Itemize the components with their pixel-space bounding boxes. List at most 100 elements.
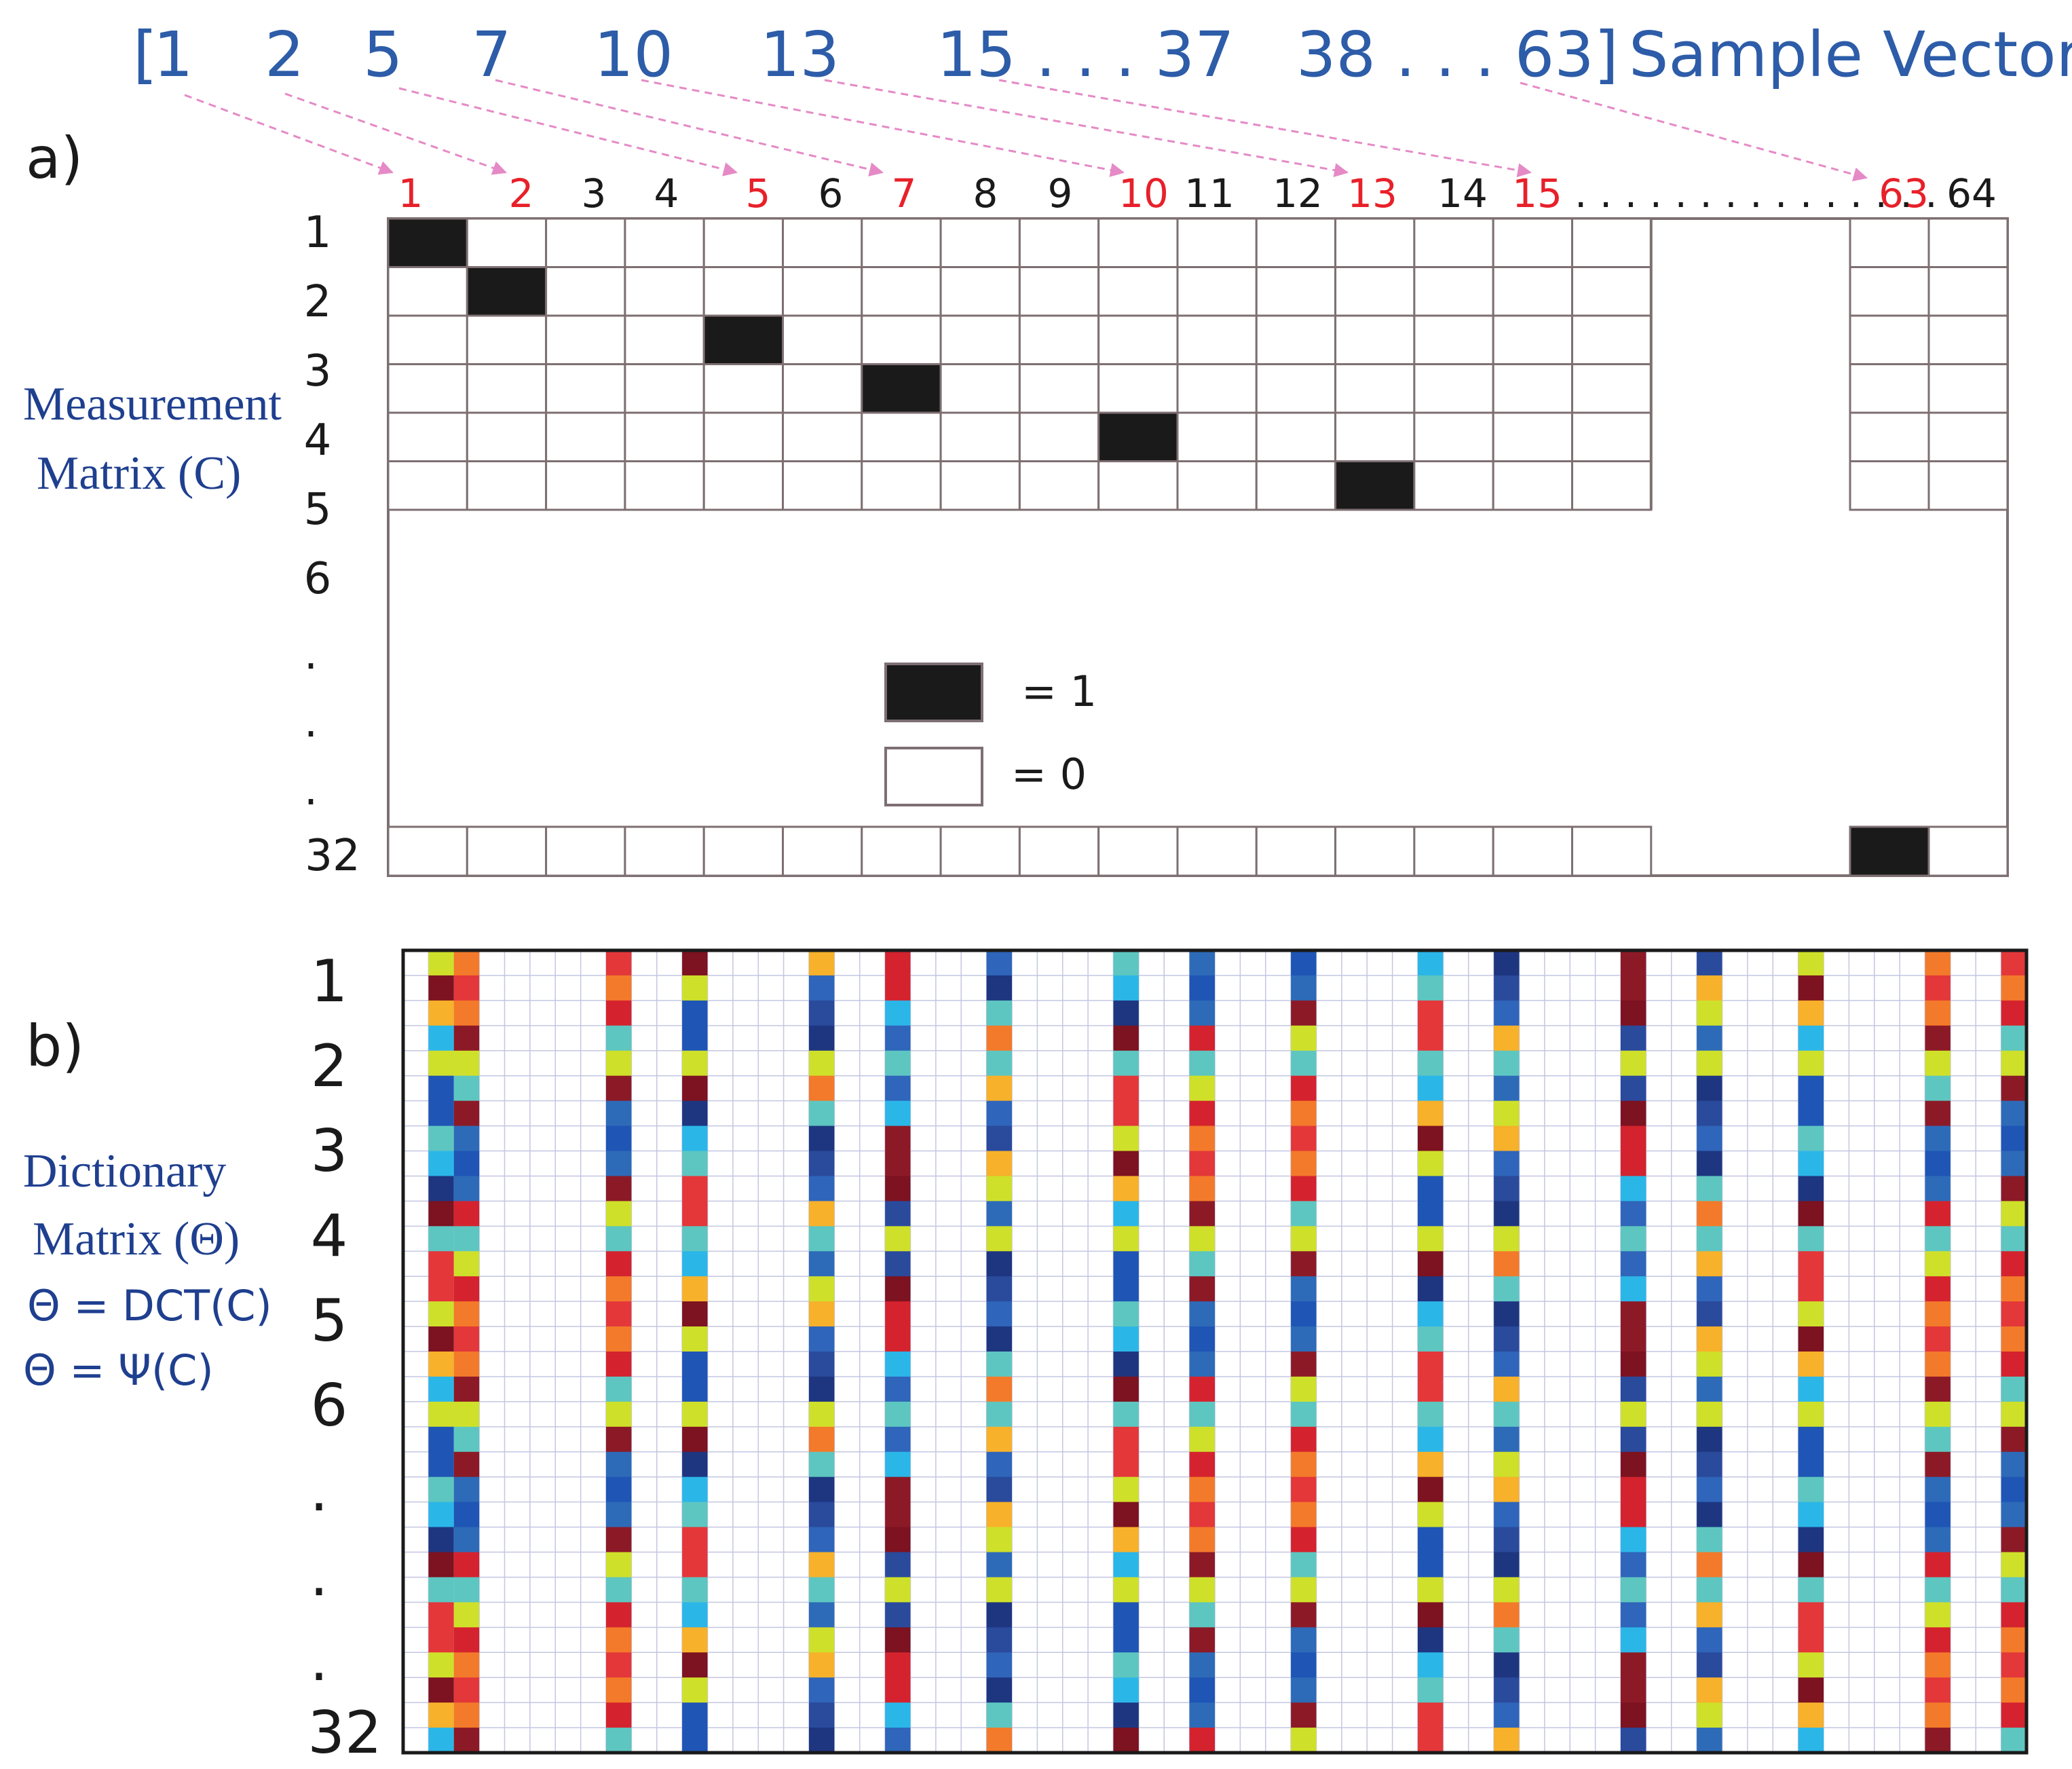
dictionary-cell — [682, 1125, 708, 1151]
dictionary-cell — [1494, 975, 1520, 1001]
dictionary-cell — [428, 1276, 454, 1302]
dictionary-cell — [885, 1100, 911, 1127]
matrix-zero-cell — [939, 411, 1021, 462]
dictionary-cell — [453, 1677, 480, 1703]
dictionary-cell — [986, 1627, 1012, 1653]
dictionary-cell — [2001, 1502, 2027, 1528]
dictionary-cell — [1189, 1326, 1215, 1352]
dictionary-cell — [1494, 1125, 1520, 1151]
matrix-one-cell — [1849, 825, 1930, 877]
matrix-zero-cell — [1927, 460, 2009, 511]
dictionary-cell — [682, 1352, 708, 1377]
dictionary-cell — [1113, 1125, 1139, 1151]
matrix-zero-cell — [1571, 460, 1653, 511]
dictionary-cell — [2001, 1476, 2027, 1503]
dictionary-cell — [1697, 1050, 1722, 1077]
dictionary-cell — [1494, 1451, 1520, 1478]
dictionary-cell — [1418, 1201, 1444, 1227]
dictionary-cell — [1113, 1502, 1139, 1528]
dictionary-cell — [1697, 1100, 1722, 1127]
dictionary-cell — [986, 975, 1012, 1001]
dictionary-cell — [809, 1000, 835, 1026]
dictionary-cell — [1113, 1276, 1139, 1302]
dictionary-cell — [1189, 1652, 1215, 1678]
dictionary-cell — [2001, 1326, 2027, 1352]
mapping-arrow — [284, 92, 507, 175]
dictionary-cell — [2001, 1201, 2027, 1227]
column-label: 12 — [1273, 170, 1323, 217]
row-label: 5 — [311, 1287, 348, 1355]
matrix-zero-cell — [1176, 314, 1258, 365]
dictionary-cell — [1621, 1176, 1646, 1202]
dictionary-cell — [453, 1352, 480, 1377]
dictionary-cell — [1291, 1276, 1317, 1302]
dictionary-cell — [682, 1602, 708, 1628]
matrix-zero-cell — [1018, 411, 1100, 462]
dictionary-cell — [885, 1125, 911, 1151]
matrix-zero-cell — [1571, 266, 1653, 317]
matrix-zero-cell — [939, 217, 1021, 268]
dictionary-cell — [885, 950, 911, 976]
matrix-zero-cell — [545, 460, 626, 511]
dictionary-cell — [1925, 1151, 1951, 1176]
dictionary-cell — [1189, 1201, 1215, 1227]
dictionary-cell — [1113, 1728, 1139, 1753]
dictionary-cell — [606, 1000, 632, 1026]
matrix-zero-cell — [1571, 363, 1653, 414]
sample-vector-open-bracket: [ — [133, 18, 157, 91]
dictionary-cell — [986, 1702, 1012, 1728]
dictionary-cell — [1798, 975, 1824, 1001]
dictionary-cell — [809, 1728, 835, 1753]
dictionary-cell — [453, 1527, 480, 1552]
dictionary-cell — [1621, 1151, 1646, 1176]
measurement-matrix-title: Measurement — [23, 378, 282, 430]
dictionary-cell — [428, 1728, 454, 1753]
matrix-zero-cell — [624, 825, 705, 877]
dictionary-cell — [1798, 1226, 1824, 1252]
dictionary-cell — [1291, 1050, 1317, 1077]
dictionary-cell — [682, 1075, 708, 1102]
dictionary-cell — [1291, 1627, 1317, 1653]
dictionary-cell — [453, 1201, 480, 1227]
dictionary-cell — [986, 1401, 1012, 1428]
dictionary-cell — [1697, 1376, 1722, 1402]
dictionary-cell — [1189, 1301, 1215, 1327]
dictionary-cell — [428, 1527, 454, 1552]
dictionary-cell — [2001, 1100, 2027, 1127]
dictionary-matrix-border — [401, 948, 2029, 1755]
matrix-zero-cell — [1176, 411, 1258, 462]
row-label: 4 — [304, 415, 332, 466]
dictionary-cell — [606, 1502, 632, 1528]
matrix-zero-cell — [1492, 825, 1573, 877]
dictionary-cell — [1925, 1728, 1951, 1753]
dictionary-cell — [1418, 1577, 1444, 1603]
dictionary-cell — [1697, 1301, 1722, 1327]
column-label: 11 — [1184, 170, 1235, 217]
dictionary-cell — [606, 1075, 632, 1102]
dictionary-cell — [1189, 1276, 1215, 1302]
dictionary-cell — [1113, 1201, 1139, 1227]
dictionary-cell — [986, 1075, 1012, 1102]
dictionary-cell — [1798, 1577, 1824, 1603]
dictionary-cell — [1291, 1000, 1317, 1026]
dictionary-cell — [1798, 1627, 1824, 1653]
dictionary-cell — [1798, 1527, 1824, 1552]
dictionary-cell — [885, 1226, 911, 1252]
matrix-zero-cell — [861, 217, 942, 268]
dictionary-cell — [453, 1176, 480, 1202]
column-label: 7 — [892, 170, 917, 217]
dictionary-cell — [2001, 1075, 2027, 1102]
dictionary-cell — [1925, 1100, 1951, 1127]
matrix-zero-cell — [939, 460, 1021, 511]
measurement-matrix-cells — [387, 217, 2009, 877]
dictionary-cell — [2001, 1451, 2027, 1478]
dictionary-cell — [606, 975, 632, 1001]
sample-vector-entry: 38 . . . 63] — [1296, 18, 1619, 91]
dictionary-cell — [453, 975, 480, 1001]
dictionary-cell — [682, 1226, 708, 1252]
dictionary-cell — [1189, 1025, 1215, 1051]
matrix-zero-cell — [861, 460, 942, 511]
matrix-zero-cell — [466, 314, 548, 365]
dictionary-cell — [1925, 950, 1951, 976]
